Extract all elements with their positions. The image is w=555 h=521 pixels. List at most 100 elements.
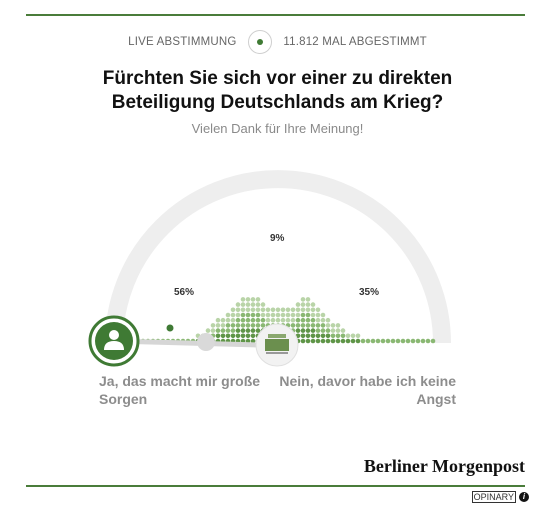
vote-dot	[235, 317, 241, 323]
vote-dot	[250, 307, 256, 313]
vote-dot	[235, 328, 241, 333]
vote-dot	[235, 307, 241, 313]
vote-dot	[215, 323, 221, 328]
vote-dot	[405, 338, 411, 344]
opinary-badge[interactable]: OPINARY i	[471, 491, 529, 503]
vote-dot	[320, 333, 326, 339]
vote-dot	[410, 338, 416, 344]
vote-dot	[225, 323, 231, 328]
vote-dot	[430, 338, 436, 344]
vote-dot	[270, 307, 276, 313]
vote-count: 11.812 MAL ABGESTIMMT	[283, 36, 427, 48]
vote-dot	[280, 317, 286, 323]
vote-dot	[245, 333, 251, 339]
vote-dot	[255, 297, 261, 302]
vote-dot	[385, 338, 391, 344]
vote-dot	[315, 323, 321, 328]
vote-dot	[310, 323, 316, 328]
vote-dot	[305, 302, 311, 307]
vote-dot	[315, 333, 321, 339]
vote-dot	[330, 328, 336, 333]
vote-dot	[305, 323, 311, 328]
vote-dot	[240, 297, 246, 302]
vote-dot	[245, 302, 251, 307]
vote-dot	[325, 333, 331, 339]
vote-dot	[250, 312, 256, 318]
vote-dot	[225, 312, 231, 318]
vote-dot	[290, 317, 296, 323]
vote-dot	[265, 312, 271, 318]
vote-dot	[250, 302, 256, 307]
vote-dot	[265, 307, 271, 313]
poll-status: LIVE ABSTIMMUNG 11.812 MAL ABGESTIMMT	[0, 30, 555, 54]
vote-dot	[240, 333, 246, 339]
vote-dot	[245, 312, 251, 318]
vote-dot	[260, 307, 266, 313]
vote-dot	[340, 338, 346, 344]
vote-dot	[290, 323, 296, 328]
vote-dot	[260, 323, 266, 328]
vote-dot	[255, 328, 261, 333]
percent-right: 35%	[359, 287, 380, 298]
vote-dot	[310, 338, 316, 344]
vote-dot	[315, 312, 321, 318]
vote-dot	[300, 307, 306, 313]
slider-knob[interactable]	[197, 333, 215, 351]
vote-dot	[260, 312, 266, 318]
vote-dot	[230, 307, 236, 313]
vote-dot	[275, 307, 281, 313]
vote-dot	[240, 323, 246, 328]
vote-dot	[255, 323, 261, 328]
vote-dot	[315, 328, 321, 333]
vote-dot	[245, 297, 251, 302]
vote-dot	[305, 307, 311, 313]
vote-dot	[300, 317, 306, 323]
vote-dot	[275, 317, 281, 323]
vote-dot	[240, 317, 246, 323]
info-icon[interactable]: i	[519, 492, 529, 502]
vote-dot	[330, 338, 336, 344]
thanks-message: Vielen Dank für Ihre Meinung!	[191, 121, 364, 136]
vote-dot	[355, 338, 361, 344]
vote-dot	[325, 338, 331, 344]
vote-dot	[230, 328, 236, 333]
vote-dot	[275, 312, 281, 318]
vote-dot	[305, 312, 311, 318]
vote-dot	[270, 312, 276, 318]
vote-dot	[335, 338, 341, 344]
option-right-label[interactable]: Nein, davor habe ich keine Angst	[279, 373, 456, 407]
brand-logo-icon[interactable]	[255, 323, 299, 367]
vote-dot	[245, 317, 251, 323]
vote-dot	[325, 317, 331, 323]
vote-dot	[230, 317, 236, 323]
vote-dot	[230, 333, 236, 339]
vote-dot	[300, 302, 306, 307]
vote-dot	[235, 333, 241, 339]
vote-dot	[300, 338, 306, 344]
vote-dot	[285, 307, 291, 313]
vote-dot	[320, 328, 326, 333]
vote-dot	[210, 323, 216, 328]
vote-dot	[310, 328, 316, 333]
vote-dot	[305, 333, 311, 339]
vote-dot	[345, 333, 351, 339]
vote-dot	[310, 317, 316, 323]
vote-dot	[250, 323, 256, 328]
vote-dot	[420, 338, 426, 344]
option-left-label[interactable]: Ja, das macht mir große Sorgen	[99, 373, 261, 407]
vote-dot	[355, 333, 361, 339]
vote-dot	[300, 328, 306, 333]
vote-dot	[340, 328, 346, 333]
vote-dot	[250, 338, 256, 344]
user-avatar-icon[interactable]	[88, 315, 140, 367]
vote-dot	[300, 333, 306, 339]
vote-dot	[315, 317, 321, 323]
vote-dot	[325, 323, 331, 328]
vote-dot	[235, 302, 241, 307]
vote-dot	[225, 317, 231, 323]
vote-dot	[365, 338, 371, 344]
user-vote-marker	[166, 324, 174, 332]
brand-logo[interactable]: Berliner Morgenpost	[363, 456, 525, 476]
vote-dot	[295, 307, 301, 313]
